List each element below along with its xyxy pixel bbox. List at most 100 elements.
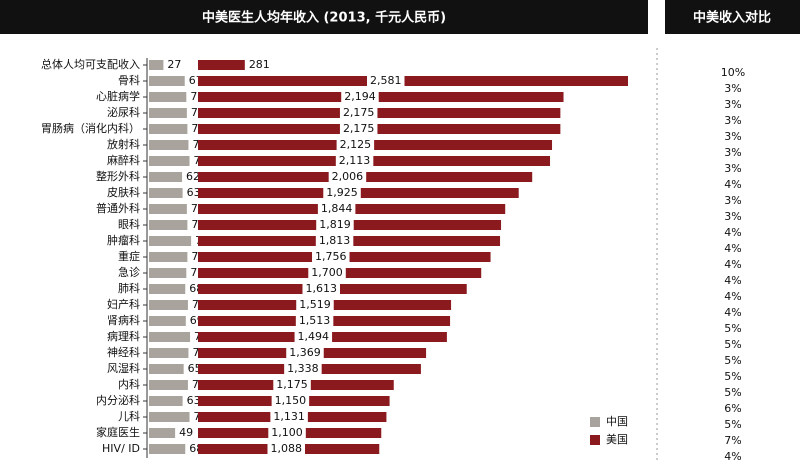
category-label: 眼科 xyxy=(118,217,140,231)
category-label: 麻醉科 xyxy=(107,153,140,167)
bar xyxy=(149,428,176,438)
bar xyxy=(198,108,561,118)
value-label: 1,088 xyxy=(271,442,303,455)
bar xyxy=(149,188,183,198)
ratio-label: 4% xyxy=(724,274,741,287)
bar xyxy=(149,92,187,102)
ratio-label: 4% xyxy=(724,242,741,255)
category-label: 泌尿科 xyxy=(107,105,140,119)
value-label: 2,581 xyxy=(370,74,402,87)
ratio-label: 3% xyxy=(724,82,741,95)
bar xyxy=(149,108,187,118)
value-label: 1,100 xyxy=(271,426,303,439)
ratio-label: 5% xyxy=(724,370,741,383)
bar xyxy=(198,92,564,102)
ratio-label: 6% xyxy=(724,402,741,415)
label-bg xyxy=(339,124,378,134)
legend-label: 美国 xyxy=(606,433,628,446)
label-bg xyxy=(339,108,378,118)
label-bg xyxy=(268,428,306,438)
category-label: 病理科 xyxy=(107,329,140,343)
value-label: 1,338 xyxy=(287,362,319,375)
value-label: 281 xyxy=(249,58,270,71)
bar xyxy=(149,236,192,246)
ratio-label: 4% xyxy=(724,290,741,303)
label-bg xyxy=(286,348,324,358)
bar xyxy=(149,412,190,422)
category-label: 胃肠病（消化内科） xyxy=(41,121,140,135)
category-label: 肾病科 xyxy=(107,313,140,327)
category-label: 肺科 xyxy=(118,281,140,295)
value-label: 49 xyxy=(179,426,193,439)
value-label: 2,175 xyxy=(343,122,375,135)
value-label: 1,175 xyxy=(276,378,308,391)
value-label: 1,819 xyxy=(319,218,351,231)
value-label: 27 xyxy=(167,58,181,71)
ratio-label: 4% xyxy=(724,226,741,239)
bar xyxy=(149,396,183,406)
bar xyxy=(198,76,628,86)
value-label: 63 xyxy=(187,186,201,199)
value-label: 1,131 xyxy=(273,410,305,423)
label-bg xyxy=(271,396,310,406)
bar xyxy=(149,380,188,390)
value-label: 1,756 xyxy=(315,250,347,263)
bar xyxy=(149,300,188,310)
value-label: 1,494 xyxy=(298,330,330,343)
category-label: 骨科 xyxy=(118,73,140,87)
header-bar xyxy=(0,0,648,34)
category-label: 家庭医生 xyxy=(96,425,140,439)
label-bg xyxy=(284,364,322,374)
bar xyxy=(198,60,245,70)
label-bg xyxy=(317,204,356,214)
ratio-label: 5% xyxy=(724,386,741,399)
bar xyxy=(149,348,189,358)
label-bg xyxy=(295,316,334,326)
value-label: 1,613 xyxy=(305,282,337,295)
value-label: 1,150 xyxy=(275,394,307,407)
header-bar xyxy=(665,0,800,34)
category-label: 普通外科 xyxy=(96,201,140,215)
ratio-label: 4% xyxy=(724,306,741,319)
bar xyxy=(149,444,186,454)
legend-swatch xyxy=(590,417,600,427)
category-label: 皮肤科 xyxy=(107,185,140,199)
bar xyxy=(149,316,186,326)
bar xyxy=(149,220,188,230)
label-bg xyxy=(296,300,334,310)
ratio-label: 3% xyxy=(724,114,741,127)
category-label: 内分泌科 xyxy=(96,393,140,407)
value-label: 62 xyxy=(186,170,200,183)
ratio-label: 3% xyxy=(724,162,741,175)
label-bg xyxy=(315,236,354,246)
value-label: 1,813 xyxy=(319,234,351,247)
bar xyxy=(149,76,185,86)
bar xyxy=(149,268,187,278)
label-bg xyxy=(273,380,311,390)
label-bg xyxy=(294,332,333,342)
bar xyxy=(149,204,187,214)
bar xyxy=(149,156,190,166)
value-label: 2,194 xyxy=(344,90,376,103)
bar xyxy=(149,140,189,150)
ratio-label: 5% xyxy=(724,338,741,351)
label-bg xyxy=(336,140,375,150)
category-label: 妇产科 xyxy=(107,297,140,311)
category-label: 儿科 xyxy=(118,409,140,423)
label-bg xyxy=(308,268,346,278)
bar xyxy=(149,284,186,294)
bar xyxy=(149,252,188,262)
label-bg xyxy=(341,92,379,102)
category-label: 放射科 xyxy=(107,137,140,151)
ratio-label: 3% xyxy=(724,194,741,207)
label-bg xyxy=(335,156,374,166)
category-label: 重症 xyxy=(118,249,140,263)
ratio-label: 3% xyxy=(724,210,741,223)
label-bg xyxy=(316,220,354,230)
category-label: 急诊 xyxy=(118,265,140,279)
ratio-title: 中美收入对比 xyxy=(693,10,771,26)
label-bg xyxy=(323,188,361,198)
label-bg xyxy=(367,76,405,86)
category-label: 内科 xyxy=(118,377,140,391)
